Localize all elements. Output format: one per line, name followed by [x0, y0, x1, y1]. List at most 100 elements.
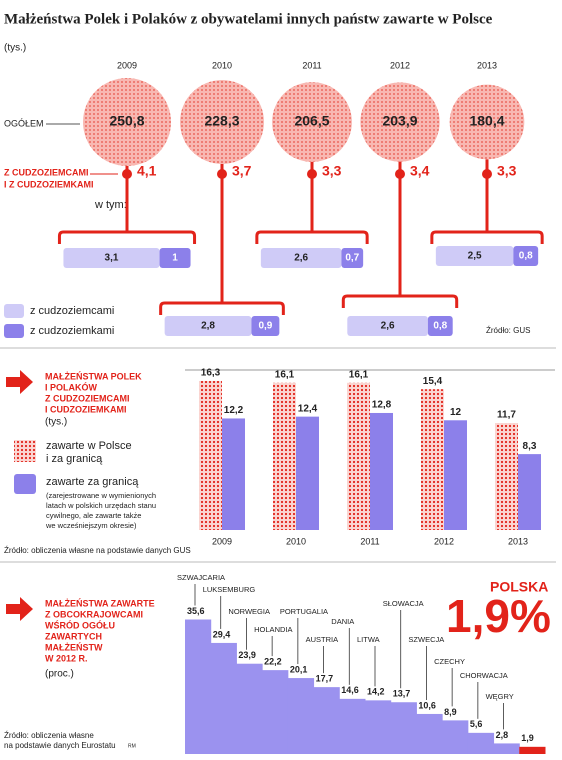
value-label: 17,7 [316, 674, 334, 684]
total-value: 203,9 [382, 113, 417, 129]
total-bubble [360, 82, 440, 162]
arrow-icon [6, 370, 33, 394]
breakdown-label: w tym: [94, 199, 127, 211]
breakdown-value: 2,6 [381, 321, 395, 332]
total-bubble [83, 78, 171, 166]
value-label: 14,2 [367, 687, 385, 697]
foreign-dot [482, 169, 492, 179]
bar [493, 743, 520, 754]
bar [495, 423, 518, 530]
value-label: 20,1 [290, 664, 308, 674]
value-label: 14,6 [341, 685, 359, 695]
foreign-value: 3,3 [497, 163, 517, 179]
year-label: 2009 [117, 60, 137, 70]
category-label: LUKSEMBURG [203, 585, 256, 594]
charts: OGÓŁEM Z CUDZOZIEMCAMI I Z CUDZOZIEMKAMIw … [4, 60, 555, 754]
foreign-label: I Z CUDZOZIEMKAMI [4, 179, 94, 189]
note: latach w polskich urzędach stanu [46, 501, 156, 510]
section-title: MAŁŻEŃSTW [45, 642, 103, 652]
category-label: AUSTRIA [306, 635, 339, 644]
bar [519, 746, 546, 754]
breakdown-bar [513, 246, 539, 266]
breakdown-bar [341, 248, 364, 268]
value-label: 15,4 [423, 376, 443, 387]
legend-swatch [14, 474, 36, 494]
value-label: 10,6 [418, 700, 436, 710]
category-label: DANIA [331, 617, 354, 626]
value-label: 2,8 [496, 730, 509, 740]
foreign-value: 3,4 [410, 163, 430, 179]
breakdown-value: 0,7 [345, 253, 359, 264]
highlight-name: POLSKA [490, 579, 548, 595]
bar [444, 420, 467, 530]
value-label: 11,7 [497, 410, 516, 421]
value-label: 12,8 [372, 400, 392, 411]
breakdown-bar [435, 246, 514, 266]
value-label: 23,9 [238, 650, 256, 660]
bar [273, 382, 296, 530]
credit: RM [128, 743, 136, 749]
foreign-label: Z CUDZOZIEMCAMI [4, 167, 89, 177]
foreign-value: 4,1 [137, 163, 157, 179]
breakdown-value: 0,8 [519, 251, 533, 262]
value-label: 22,2 [264, 657, 282, 667]
section-title: I CUDZOZIEMKAMI [45, 404, 127, 414]
value-label: 16,3 [201, 368, 221, 379]
foreign-dot [395, 169, 405, 179]
bar [199, 380, 222, 530]
source: Źródło: obliczenia własne [4, 731, 94, 740]
bar [518, 454, 541, 530]
bar [390, 702, 417, 754]
total-value: 206,5 [294, 113, 329, 129]
breakdown-value: 0,8 [433, 321, 447, 332]
category-label: SŁOWACJA [383, 599, 424, 608]
value-label: 16,1 [275, 369, 295, 380]
bracket [430, 230, 544, 244]
legend-label: zawarte za granicą [46, 476, 139, 488]
foreign-dot [217, 169, 227, 179]
x-tick-label: 2009 [212, 536, 232, 546]
legend-label: i za granicą [46, 453, 103, 465]
note: cywilnego, ale zawarte także [46, 511, 141, 520]
value-label: 29,4 [213, 629, 231, 639]
foreign-dot [307, 169, 317, 179]
breakdown-value: 2,8 [201, 321, 215, 332]
source: Źródło: obliczenia własne na podstawie d… [4, 546, 191, 555]
breakdown-value: 1 [172, 253, 178, 264]
subtitle: (tys.) [45, 417, 67, 428]
x-tick-label: 2012 [434, 536, 454, 546]
legend-swatch [4, 324, 24, 338]
category-label: LITWA [357, 635, 380, 644]
value-label: 12 [450, 407, 462, 418]
foreign-value: 3,7 [232, 163, 252, 179]
bar [222, 418, 245, 530]
bar [287, 678, 315, 754]
breakdown-value: 3,1 [105, 253, 119, 264]
value-label: 12,4 [298, 403, 318, 414]
note: (zarejestrowane w wymienionych [46, 491, 156, 500]
value-label: 8,9 [444, 707, 457, 717]
breakdown-value: 0,9 [258, 321, 272, 332]
value-label: 13,7 [393, 689, 411, 699]
category-label: SZWECJA [408, 635, 444, 644]
bar [421, 389, 444, 530]
bracket [57, 230, 197, 244]
legend-swatch [14, 440, 36, 462]
breakdown-bar [164, 316, 252, 336]
bar [185, 619, 212, 754]
bar [370, 412, 393, 530]
value-label: 1,9 [521, 733, 534, 743]
value-label: 12,2 [224, 405, 244, 416]
foreign-value: 3,3 [322, 163, 342, 179]
breakdown-value: 2,6 [294, 253, 308, 264]
year-label: 2010 [212, 60, 232, 70]
legend-label: z cudzoziemcami [30, 305, 114, 317]
bracket [255, 230, 369, 244]
year-label: 2013 [477, 60, 497, 70]
breakdown-value: 2,5 [468, 251, 482, 262]
x-tick-label: 2011 [360, 536, 379, 546]
note: we wcześniejszym okresie) [45, 521, 137, 530]
bar [262, 670, 289, 754]
total-label: OGÓŁEM [4, 118, 44, 128]
